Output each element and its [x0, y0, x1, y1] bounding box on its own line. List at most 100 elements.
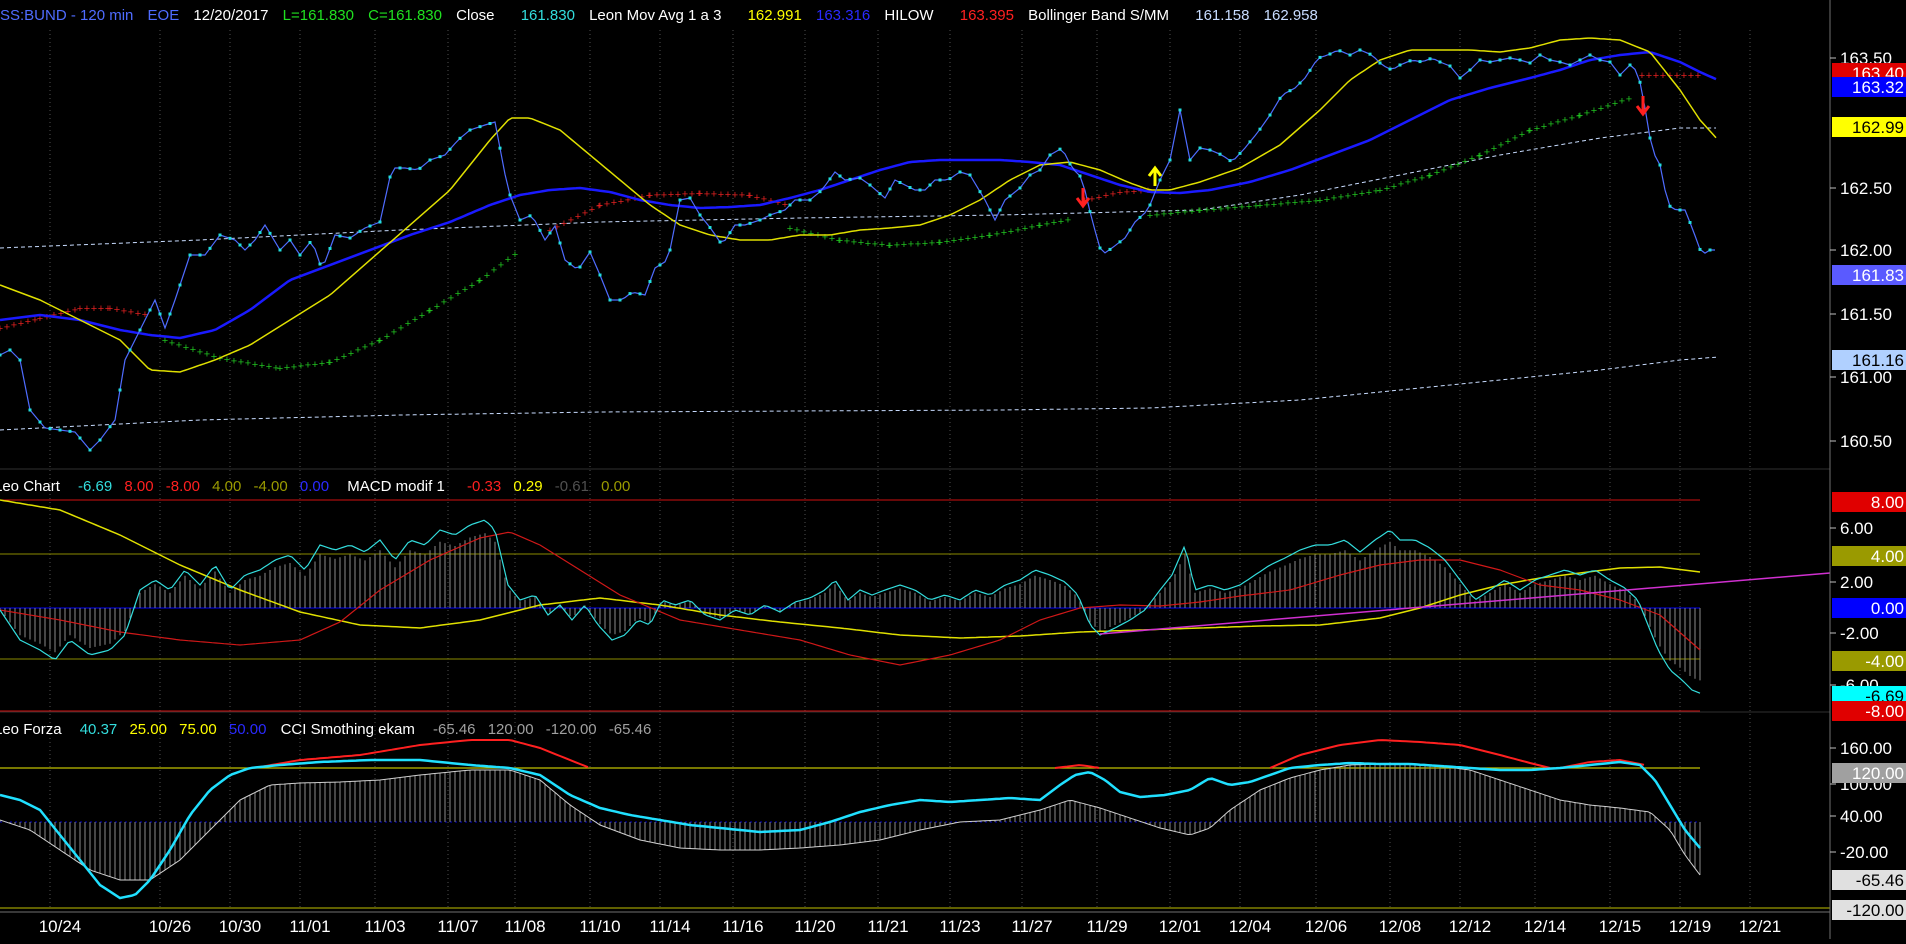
price-point	[728, 231, 732, 235]
date-tick-label: 11/08	[504, 917, 545, 936]
hilow-mark: +	[377, 335, 383, 347]
price-point	[0, 353, 2, 357]
date-tick-label: 11/01	[289, 917, 330, 936]
axis-tick-label: 6.00	[1840, 519, 1873, 538]
price-point	[158, 312, 162, 316]
price-point	[1178, 108, 1182, 112]
hilow-mark: +	[1211, 204, 1217, 216]
hilow-mark: +	[965, 233, 971, 245]
price-point	[258, 231, 262, 234]
axis-value-tag-label: 8.00	[1871, 493, 1904, 512]
hilow-mark: +	[1036, 220, 1042, 232]
hilow-mark: +	[448, 292, 454, 304]
macd-modif-value-2: 0.29	[513, 478, 542, 495]
close-label: Close	[456, 7, 494, 24]
macd-value-5: -4.00	[254, 478, 288, 495]
date-tick-label: 11/03	[364, 917, 405, 936]
hilow-mark: +	[1366, 187, 1372, 199]
hilow-mark: +	[1065, 214, 1071, 226]
hilow-mark: +	[1391, 181, 1397, 193]
hilow-mark: +	[327, 357, 333, 369]
forza-pane[interactable]	[0, 739, 1830, 909]
axis-tick-label: 161.50	[1840, 305, 1892, 324]
price-point	[1118, 240, 1122, 244]
price-point	[458, 136, 462, 140]
hilow-mark: +	[604, 199, 610, 211]
hilow-mark: +	[1477, 150, 1483, 162]
price-point	[218, 233, 222, 237]
hilow-mark: +	[4, 321, 10, 333]
price-point	[1328, 52, 1332, 56]
hilow-mark: +	[259, 360, 265, 372]
hilow-mark: +	[922, 238, 928, 250]
hilow-mark: +	[1278, 198, 1284, 210]
hilow-mark: +	[252, 359, 258, 371]
price-point	[1518, 58, 1522, 62]
hilow-mark: +	[1253, 200, 1259, 212]
price-axis-panel	[1830, 0, 1906, 939]
date-tick-label: 11/21	[867, 917, 908, 936]
price-point	[1188, 158, 1192, 162]
hilow-mark: +	[176, 340, 182, 352]
axis-value-tag	[1832, 900, 1906, 920]
cci-value-1: -65.46	[433, 721, 476, 738]
price-point	[1248, 140, 1252, 144]
hilow-mark: +	[1161, 209, 1167, 221]
macd-modif-value-4: 0.00	[601, 478, 630, 495]
price-point	[1548, 58, 1552, 62]
price-point	[1598, 58, 1602, 62]
date-tick-label: 11/27	[1011, 917, 1052, 936]
hilow-mark: +	[362, 342, 368, 354]
hilow-mark: +	[1462, 156, 1468, 168]
hilow-mark: +	[512, 249, 518, 261]
macd-value-1: -6.69	[78, 478, 112, 495]
price-point	[398, 166, 402, 170]
hilow-mark: +	[455, 288, 461, 300]
axis-value-tag-label: 163.32	[1852, 78, 1904, 97]
axis-tick-label: 40.00	[1840, 807, 1883, 826]
hilow-mark: +	[1117, 187, 1123, 199]
price-point	[1438, 60, 1442, 64]
hilow-mark: +	[1555, 117, 1561, 129]
hilow-mark: +	[725, 189, 731, 201]
hilow-mark: +	[1008, 226, 1014, 238]
hilow-mark: +	[32, 314, 38, 326]
price-point	[1478, 58, 1482, 62]
hilow-mark: +	[1029, 222, 1035, 234]
hilow-mark: +	[238, 357, 244, 369]
hilow-mark: +	[217, 353, 223, 365]
macd-pane[interactable]	[0, 499, 1831, 712]
price-point	[18, 358, 22, 362]
hilow-mark: +	[162, 335, 168, 347]
price-pane[interactable]: + + + + ++ + + + + ++ + + + ++ + + + + ++ + + + + + + + + + + + + + + + ++…	[0, 37, 1717, 452]
price-point	[1198, 146, 1202, 150]
price-point	[1588, 53, 1592, 57]
hilow-mark: +	[782, 199, 788, 211]
price-point	[828, 177, 832, 181]
hilow-mark: +	[1598, 103, 1604, 115]
forza-header: Leo Forza 40.37 25.00 75.00 50.00 CCI Sm…	[0, 721, 651, 738]
hilow-mark: +	[732, 189, 738, 201]
price-point	[758, 218, 762, 222]
hilow-mark: +	[91, 303, 97, 315]
hilow-mark: +	[1331, 193, 1337, 205]
hilow-mark: +	[575, 211, 581, 223]
hilow-mark: +	[1541, 121, 1547, 133]
hilow-mark: +	[747, 190, 753, 202]
axis-value-tag-label: 161.83	[1852, 266, 1904, 285]
axis-value-tag	[1832, 546, 1906, 566]
trendline[interactable]	[1099, 572, 1831, 635]
hilow-mark: +	[1639, 70, 1645, 82]
hilow-mark: +	[427, 305, 433, 317]
hilow-mark: +	[951, 235, 957, 247]
session-label: EOE	[148, 7, 180, 24]
date-tick-label: 12/04	[1229, 917, 1272, 936]
axis-value-tag-label: 162.99	[1852, 118, 1904, 137]
price-point	[568, 262, 572, 266]
leon-mov-avg-slow-line	[0, 50, 1717, 340]
price-point	[958, 170, 962, 174]
hilow-mark: +	[441, 297, 447, 309]
price-point	[1578, 58, 1582, 62]
price-point	[468, 128, 472, 132]
